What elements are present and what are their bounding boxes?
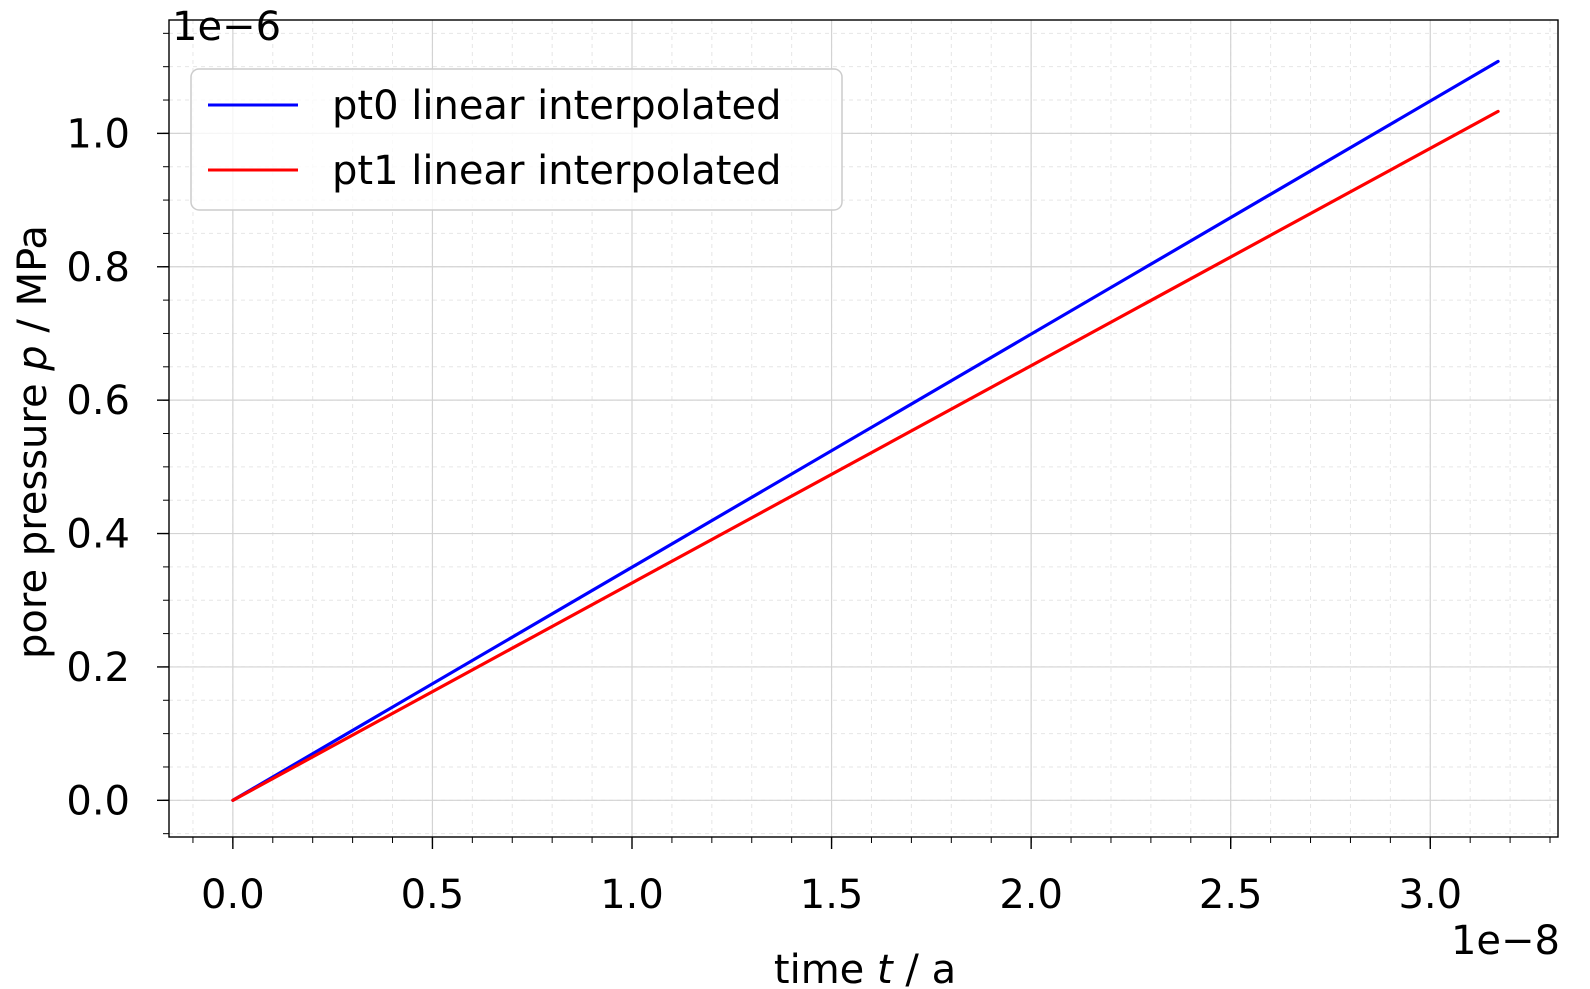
y-axis-label-symbol: p: [10, 345, 56, 371]
y-tick-label: 1.0: [66, 111, 130, 157]
legend: pt0 linear interpolated pt1 linear inter…: [190, 68, 843, 211]
x-axis-label-unit: / a: [893, 947, 956, 989]
axis-ticks: [157, 32, 1551, 849]
legend-box: [190, 68, 843, 211]
x-offset-label: 1e−8: [1451, 918, 1560, 964]
x-tick-label: 3.0: [1398, 872, 1462, 918]
y-axis-label-unit: / MPa: [10, 225, 56, 345]
y-tick-label: 0.0: [66, 778, 130, 824]
y-tick-label: 0.2: [66, 645, 130, 691]
y-tick-label: 0.6: [66, 378, 130, 424]
series-line-1: [231, 109, 1500, 802]
x-tick-label: 0.5: [401, 872, 465, 918]
legend-label-0: pt0 linear interpolated: [332, 83, 781, 129]
y-axis-label: pore pressure p / MPa: [10, 225, 56, 659]
plot-frame: [168, 19, 1559, 838]
x-axis-label-text: time: [774, 947, 877, 989]
y-offset-label: 1e−6: [172, 4, 281, 50]
series-lines: [231, 59, 1500, 802]
series-line-0: [231, 59, 1500, 802]
x-axis-label-symbol: t: [877, 947, 894, 989]
y-tick-label: 0.4: [66, 512, 130, 558]
x-axis-label: time t / a: [774, 947, 956, 989]
x-tick-label: 2.5: [1199, 872, 1263, 918]
legend-label-1: pt1 linear interpolated: [332, 148, 781, 194]
x-tick-label: 1.5: [800, 872, 864, 918]
x-tick-label: 0.0: [201, 872, 265, 918]
major-grid: [169, 20, 1558, 837]
y-axis-label-text: pore pressure: [10, 371, 56, 659]
x-tick-label: 1.0: [600, 872, 664, 918]
tick-labels: 0.0 0.5 1.0 1.5 2.0 2.5 3.0 0.0 0.2 0.4 0.6 0.8 1.0: [66, 111, 1462, 918]
x-tick-label: 2.0: [999, 872, 1063, 918]
y-tick-label: 0.8: [66, 245, 130, 291]
